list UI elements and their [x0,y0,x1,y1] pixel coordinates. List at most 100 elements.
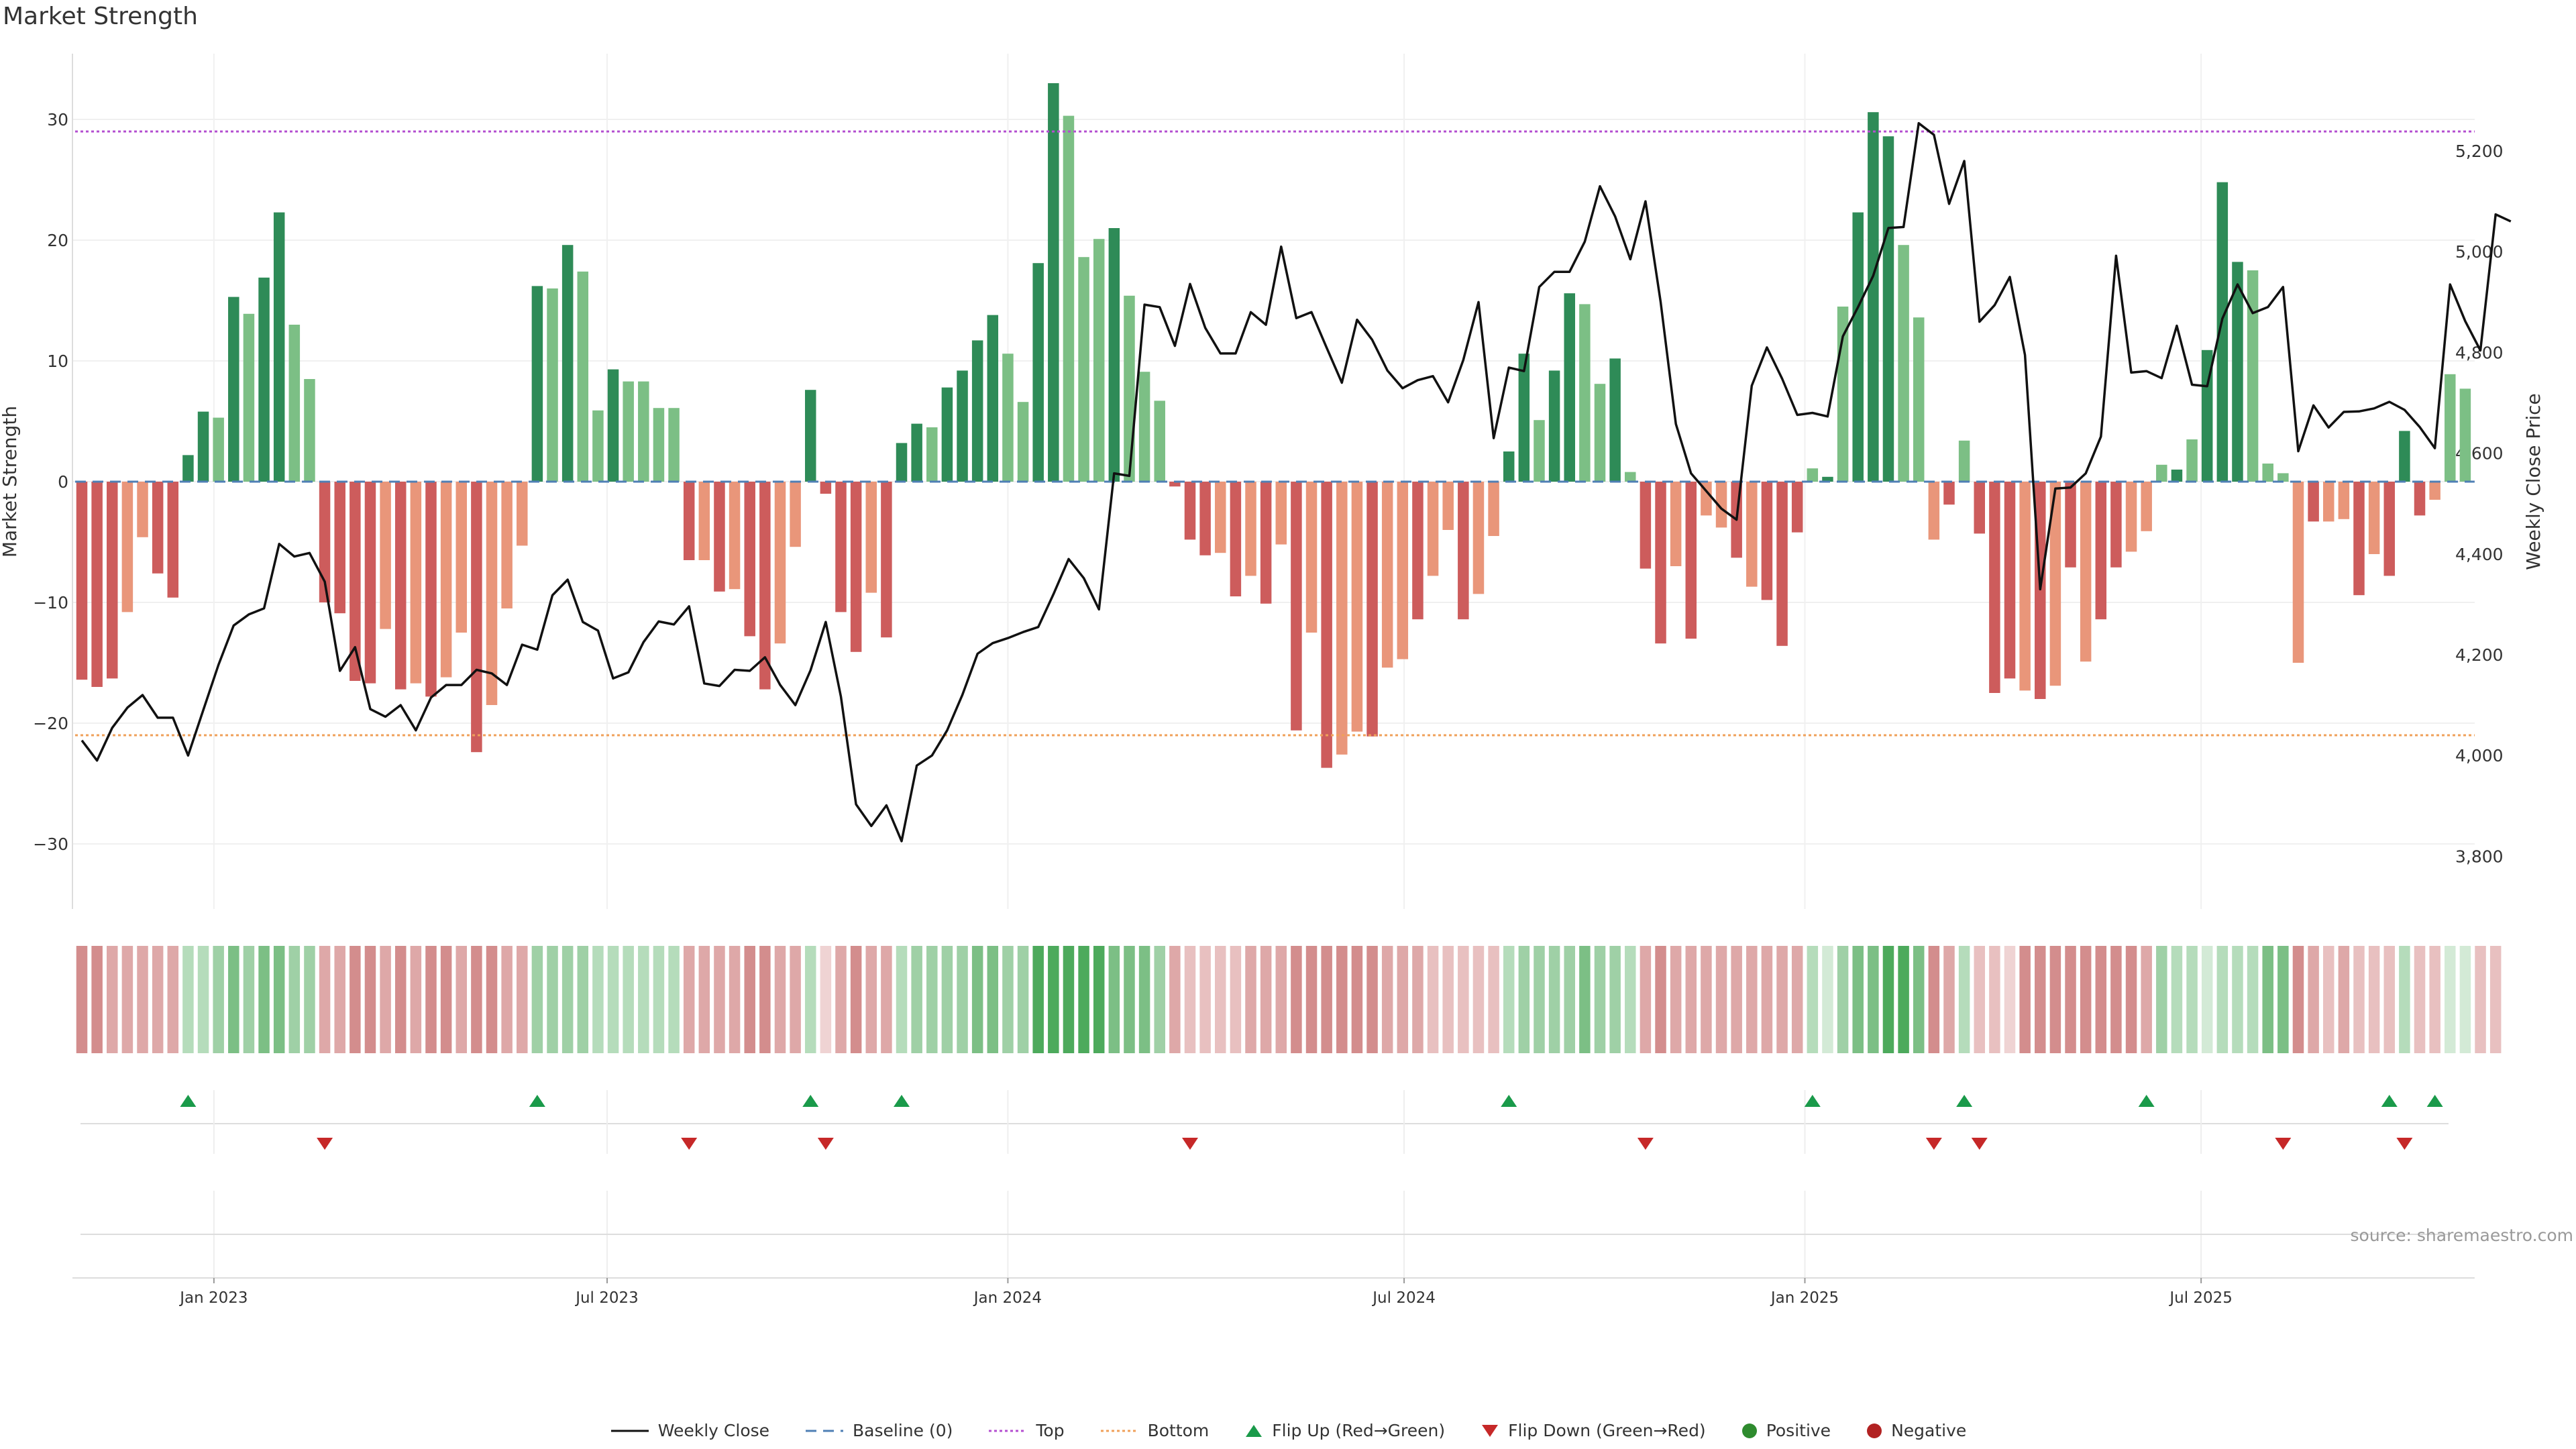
heatmap-cell [1108,946,1120,1053]
strength-bar [1472,482,1485,594]
strength-bar [2322,482,2334,522]
y-tick-label: −20 [33,714,68,733]
heatmap-cell [865,946,877,1053]
strength-bar [486,482,498,705]
strength-bar [1412,482,1424,620]
strength-bar [2262,464,2273,482]
heatmap-cell [2232,946,2243,1053]
dotted-line-swatch-icon [1100,1430,1138,1432]
heatmap-cell [957,946,968,1053]
strength-bar [2141,482,2152,531]
heatmap-cell [1138,946,1150,1053]
strength-bar [714,482,725,592]
strength-bar [668,408,680,482]
flip-down-marker [317,1138,333,1150]
flip-down-marker [1925,1138,1942,1150]
legend-label: Weekly Close [657,1421,770,1440]
flip-up-marker [2138,1095,2155,1107]
heatmap-cell [1655,946,1666,1053]
strength-bar [2171,470,2183,482]
heatmap-cell [2308,946,2319,1053]
strength-bar [1852,212,1864,482]
heatmap-cell [698,946,710,1053]
heatmap-cell [1078,946,1089,1053]
y2-tick-label: 4,400 [2455,545,2504,564]
heatmap-cell [1002,946,1014,1053]
strength-bar [1898,245,1909,482]
legend-item-negative: Negative [1866,1421,1966,1440]
heatmap-cell [2383,946,2396,1053]
legend: Weekly Close Baseline (0) Top Bottom Fli… [0,1421,2576,1440]
strength-bar [547,288,558,482]
legend-label: Positive [1766,1421,1831,1440]
strength-bar [957,370,968,482]
strength-bar [91,482,103,687]
strength-bar [1609,358,1621,482]
heatmap-cell [1503,946,1515,1053]
heatmap-cell [561,946,574,1053]
heatmap-cell [2049,946,2061,1053]
heatmap-cell [1321,946,1332,1053]
heatmap-cell [1822,946,1833,1053]
strength-bar [2277,473,2289,482]
strength-bar [2125,482,2137,552]
heatmap-cell [1154,946,1165,1053]
strength-bar [1943,482,1955,505]
strength-bar [2156,464,2167,482]
heatmap-cell [2201,946,2213,1053]
strength-bar [243,313,255,482]
y-tick-label: −30 [33,835,68,854]
heatmap-cell [2262,946,2273,1053]
strength-bar [1427,482,1439,576]
heatmap-cell [1791,946,1803,1053]
strength-bar [1807,468,1819,482]
x-tick-label: Jul 2024 [1371,1289,1436,1307]
x-tick-label: Jul 2023 [574,1289,639,1307]
strength-bar [1397,482,1409,659]
strength-bar [2216,182,2229,482]
heatmap-cell [486,946,498,1053]
y-tick-label: 0 [58,472,68,492]
y2-tick-label: 3,800 [2455,847,2504,866]
heatmap-cell [744,946,755,1053]
heatmap-cell [1017,946,1029,1053]
strength-bar [2383,482,2396,576]
heatmap-cell [2019,946,2031,1053]
heatmap-cell [2004,946,2016,1053]
strength-bar [1048,83,1059,482]
y-tick-label: −10 [33,593,68,612]
heatmap-cell [1458,946,1469,1053]
strength-bar [592,410,604,482]
strength-bar [1928,482,1940,540]
triangle-up-icon [1246,1424,1263,1437]
strength-bar [1791,482,1803,533]
heatmap-cell [1063,946,1075,1053]
strength-bar [2292,482,2304,663]
heatmap-cell [1761,946,1773,1053]
legend-item-flip-down: Flip Down (Green→Red) [1480,1421,1706,1440]
strength-bar [2247,270,2259,482]
strength-bar [850,482,862,652]
strength-bar [425,482,437,697]
heatmap-cell [759,946,771,1053]
heatmap-cell [1882,946,1894,1053]
strength-bar [2338,482,2350,519]
strength-bar [1503,451,1515,482]
strength-bar [1913,317,1925,482]
heatmap-cell [137,946,148,1053]
flip-up-marker [1501,1095,1517,1107]
heatmap-cell [971,946,983,1053]
strength-bar [1093,239,1105,482]
heatmap-cell [2353,946,2365,1053]
heatmap-cell [1685,946,1697,1053]
heatmap-cell [273,946,285,1053]
strength-bar [2399,431,2410,482]
strength-bar [2004,482,2016,679]
heatmap-cell [167,946,179,1053]
red-dot-icon [1867,1423,1882,1438]
strength-bar [1640,482,1652,569]
strength-bar [258,277,270,482]
heatmap-cell [1837,946,1849,1053]
strength-bar [1458,482,1469,620]
heatmap-cell [2322,946,2334,1053]
